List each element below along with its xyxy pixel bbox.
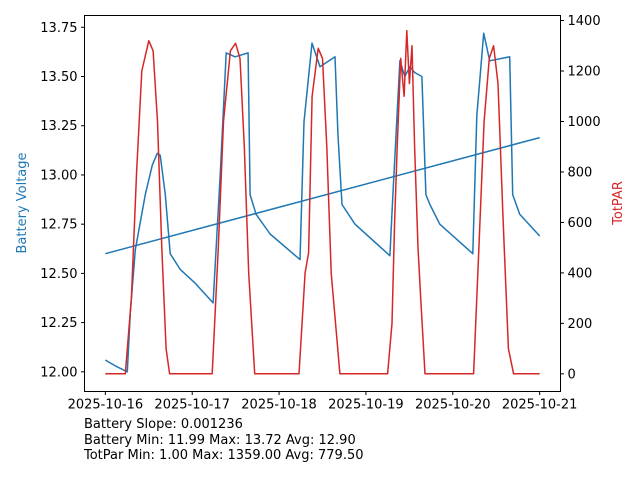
x-tick-label: 2025-10-20 — [415, 398, 491, 413]
x-tick-label: 2025-10-17 — [154, 398, 230, 413]
battery-stats-text: Battery Min: 11.99 Max: 13.72 Avg: 12.90 — [84, 432, 356, 448]
y-axis-left-label: Battery Voltage — [15, 152, 30, 253]
plot-frame — [84, 15, 561, 392]
y-axis-left-ticks: 12.00 12.25 12.50 12.75 13.00 13.25 13.50 13.75 — [40, 21, 85, 380]
y-tick-label: 13.75 — [40, 21, 77, 36]
y-right-tick-label: 600 — [568, 216, 593, 231]
series-line-battery-trend — [105, 136, 540, 255]
x-tick-label: 2025-10-16 — [68, 398, 144, 413]
x-tick-label: 2025-10-21 — [502, 398, 578, 413]
y-tick-label: 13.25 — [40, 119, 77, 134]
y-right-tick-label: 0 — [568, 367, 576, 382]
y-right-tick-label: 1400 — [568, 14, 601, 29]
y-right-tick-label: 200 — [568, 317, 593, 332]
y-tick-label: 12.75 — [40, 218, 77, 233]
x-tick-label: 2025-10-19 — [328, 398, 404, 413]
y-tick-label: 12.50 — [40, 267, 77, 282]
y-right-tick-label: 400 — [568, 266, 593, 281]
y-tick-label: 13.50 — [40, 70, 77, 85]
y-axis-right-label: TotPAR — [611, 181, 626, 226]
x-tick-label: 2025-10-18 — [241, 398, 317, 413]
y-right-tick-label: 800 — [568, 165, 593, 180]
battery-slope-text: Battery Slope: 0.001236 — [84, 417, 243, 432]
totpar-stats-text: TotPar Min: 1.00 Max: 1359.00 Avg: 779.5… — [84, 448, 364, 463]
x-axis-ticks: 2025-10-16 2025-10-17 2025-10-18 2025-10-19… — [68, 391, 578, 413]
y-tick-label: 12.25 — [40, 316, 77, 331]
y-tick-label: 12.00 — [40, 365, 77, 380]
plot-lines — [104, 29, 541, 375]
stats-annotation: Battery Slope: 0.001236 Battery Min: 11.… — [84, 417, 364, 464]
y-tick-label: 13.00 — [40, 168, 77, 183]
series-line-totpar — [105, 29, 540, 375]
y-right-tick-label: 1200 — [568, 65, 601, 80]
series-line-battery-voltage — [104, 32, 541, 373]
y-axis-right-ticks: 0 200 400 600 800 1000 1200 1400 — [560, 14, 601, 382]
y-right-tick-label: 1000 — [568, 115, 601, 130]
